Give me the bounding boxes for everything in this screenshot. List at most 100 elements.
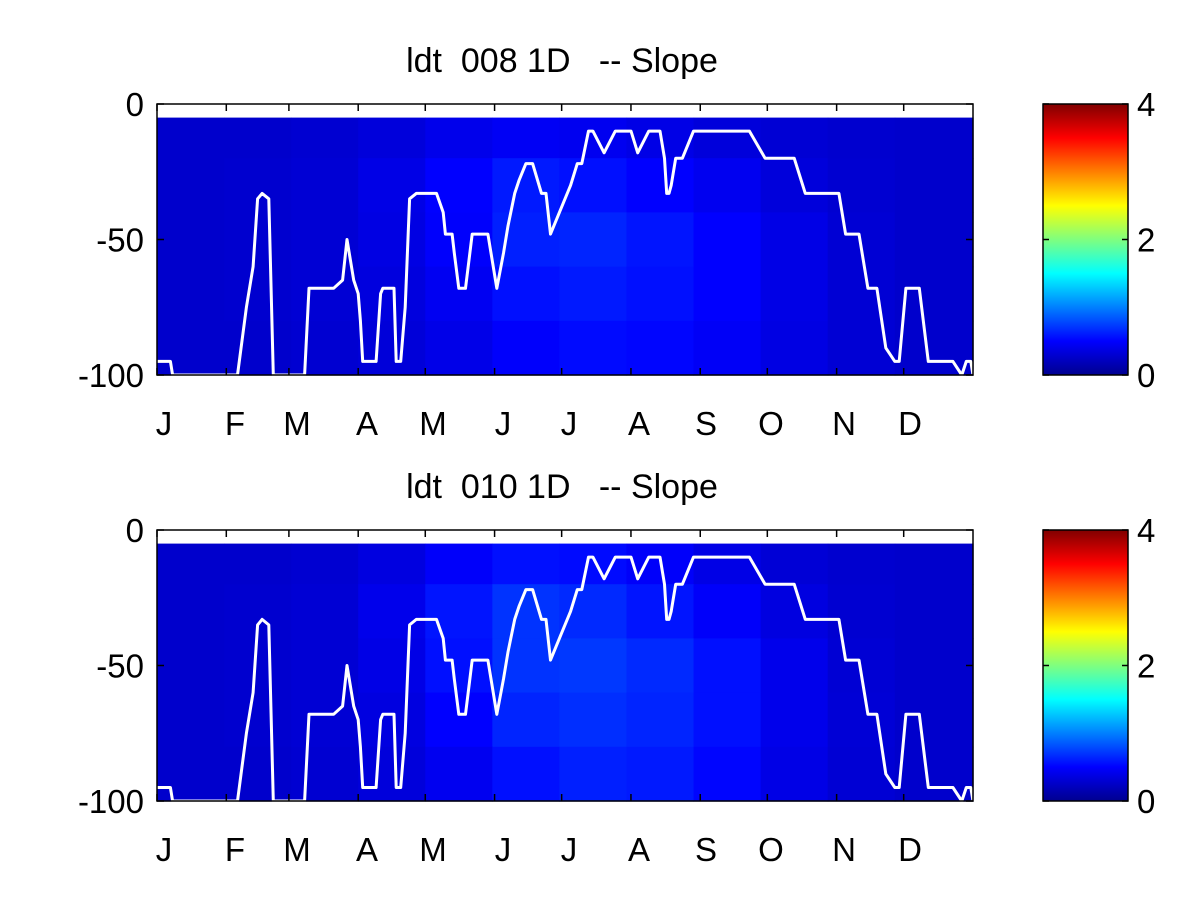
heatmap-cell [760, 212, 829, 268]
x-tick-label: O [758, 405, 784, 442]
depth-line-series [157, 129, 975, 377]
x-tick-label: N [832, 831, 856, 868]
heatmap-cell [425, 692, 493, 748]
heatmap-cell [425, 117, 493, 159]
heatmap-cell [492, 266, 561, 322]
y-tick-label: 0 [126, 86, 144, 123]
heatmap-cell [626, 692, 695, 748]
panel-1-title: ldt 008 1D -- Slope [406, 42, 718, 80]
heatmap-cell [291, 158, 359, 213]
heatmap-cell [559, 692, 628, 748]
colorbar-tick-label: 4 [1137, 512, 1155, 549]
heatmap-cell [894, 212, 974, 268]
heatmap-cell [693, 266, 762, 322]
x-tick-label: S [695, 831, 717, 868]
colorbar-gradient [1043, 104, 1128, 375]
heatmap-cell [157, 543, 225, 585]
heatmap-cell [224, 638, 292, 694]
heatmap-cell [626, 320, 695, 376]
x-tick-label: A [356, 405, 378, 442]
heatmap-cell [693, 584, 762, 639]
colorbar-gradient [1043, 530, 1128, 801]
heatmap-cell [157, 158, 225, 213]
heatmap-cell [291, 266, 359, 322]
heatmap-cell [358, 638, 426, 694]
heatmap-cell [358, 584, 426, 639]
heatmap-cell [693, 692, 762, 748]
heatmap-cell [358, 746, 426, 802]
heatmap-cell [425, 543, 493, 585]
x-tick-label: S [695, 405, 717, 442]
heatmap-cell [626, 158, 695, 213]
heatmap-cell [157, 320, 225, 376]
heatmap-cell [358, 543, 426, 585]
heatmap-cell [760, 584, 829, 639]
colorbar-tick-label: 0 [1137, 357, 1155, 394]
heatmap-cell [291, 638, 359, 694]
heatmap-cell [693, 117, 762, 159]
heatmap-cell [492, 746, 561, 802]
x-tick-label: J [495, 405, 512, 442]
x-tick-label: F [225, 831, 245, 868]
x-tick-label: J [156, 831, 173, 868]
heatmap-cell [559, 320, 628, 376]
heatmap-cell [358, 117, 426, 159]
x-tick-label: J [495, 831, 512, 868]
panel-2-colorbar: 0 2 4 [1042, 512, 1155, 820]
heatmap-cell [626, 584, 695, 639]
heatmap-cell [157, 692, 225, 748]
heatmap-cell [224, 212, 292, 268]
panel-2: ldt 010 1D -- Slope J F M A M J J A S O N D 0 -50 -100… [78, 468, 1155, 868]
heatmap-cell [559, 543, 628, 585]
heatmap-cell [760, 320, 829, 376]
panel-1: ldt 008 1D -- Slope J F M A M J J A S O N D 0 -50 -100… [78, 42, 1155, 442]
heatmap-cell [291, 320, 359, 376]
heatmap-cell [559, 266, 628, 322]
heatmap-cell [358, 320, 426, 376]
heatmap-cell [693, 543, 762, 585]
x-tick-label: A [628, 831, 650, 868]
heatmap-cell [693, 212, 762, 268]
x-tick-label: D [898, 405, 922, 442]
heatmap-cell [492, 158, 561, 213]
colorbar-tick-label: 4 [1137, 86, 1155, 123]
colorbar-tick-label: 2 [1137, 648, 1155, 685]
heatmap-cell [291, 584, 359, 639]
heatmap-cell [425, 158, 493, 213]
heatmap-cell [894, 638, 974, 694]
heatmap-cell [827, 117, 896, 159]
heatmap-cell [760, 543, 829, 585]
heatmap-cell [224, 117, 292, 159]
y-tick-label: -50 [96, 648, 144, 685]
heatmap-cell [157, 638, 225, 694]
x-tick-label: O [758, 831, 784, 868]
heatmap-cell [358, 212, 426, 268]
heatmap-cell [492, 320, 561, 376]
colorbar-tick-label: 2 [1137, 222, 1155, 259]
heatmap-cell [693, 158, 762, 213]
heatmap-cell [157, 584, 225, 639]
heatmap-cell [827, 638, 896, 694]
heatmap-cell [358, 692, 426, 748]
heatmap-cell [894, 117, 974, 159]
x-tick-label: M [283, 405, 311, 442]
heatmap-cell [224, 266, 292, 322]
y-tick-label: -100 [78, 783, 144, 820]
x-tick-label: M [419, 831, 447, 868]
heatmap-cell [425, 212, 493, 268]
y-tick-label: 0 [126, 512, 144, 549]
heatmap-cell [894, 746, 974, 802]
heatmap-cell [760, 158, 829, 213]
heatmap-cell [693, 746, 762, 802]
heatmap-cell [894, 692, 974, 748]
heatmap-cell [425, 746, 493, 802]
heatmap-cell [894, 266, 974, 322]
x-tick-label: N [832, 405, 856, 442]
heatmap-cell [760, 746, 829, 802]
heatmap-cell [358, 266, 426, 322]
heatmap-cell [760, 117, 829, 159]
heatmap-cell [224, 746, 292, 802]
x-tick-label: M [283, 831, 311, 868]
heatmap-cell [291, 212, 359, 268]
